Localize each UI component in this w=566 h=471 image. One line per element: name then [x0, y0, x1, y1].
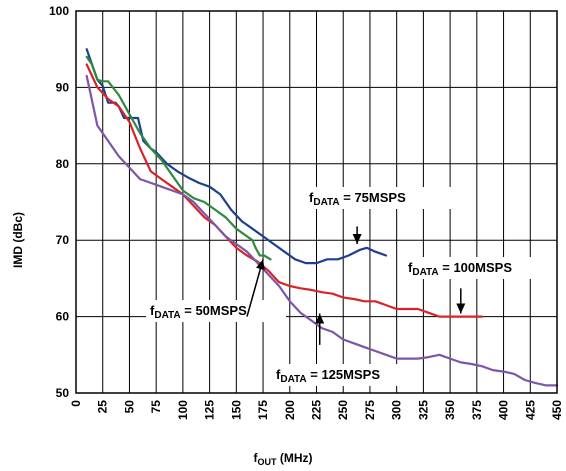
- annotation-sub: DATA: [280, 374, 306, 385]
- x-tick-label: 325: [416, 400, 430, 420]
- series-line: [85, 74, 559, 387]
- annotation-f: f: [150, 303, 155, 318]
- x-tick-labels: 0 25 50 75 100 125 150 175 200 225 250 275 300 325 350…: [69, 400, 564, 420]
- annotation-sub: DATA: [154, 310, 180, 321]
- annotation: fDATA = 100MSPS: [404, 257, 550, 314]
- x-tick-label: 375: [470, 400, 484, 420]
- y-tick-label: 90: [56, 80, 70, 94]
- annotation-sub: DATA: [313, 197, 339, 208]
- annotation-sub: DATA: [412, 267, 438, 278]
- annotation-bg: [404, 257, 550, 279]
- plot-frame: [75, 10, 558, 394]
- annotation-rest: = 50MSPS: [181, 303, 247, 318]
- y-axis-label: IMD (dBc): [11, 212, 25, 268]
- x-tick-label: 125: [203, 400, 217, 420]
- x-tick-label: 250: [336, 400, 350, 420]
- x-tick-label: 400: [497, 400, 511, 420]
- x-tick-label: 225: [310, 400, 324, 420]
- x-axis-label-main: f: [254, 451, 259, 465]
- annotation-bg: [305, 187, 461, 209]
- y-tick-label: 70: [56, 233, 70, 247]
- annotation-arrow-head: [456, 303, 466, 314]
- y-tick-label: 50: [56, 386, 70, 400]
- annotation-arrow-head: [352, 234, 362, 245]
- y-tick-label: 100: [49, 4, 69, 18]
- x-tick-label: 0: [69, 400, 83, 407]
- annotation-arrow-head: [256, 259, 265, 271]
- annotation-text: fDATA = 100MSPS: [408, 260, 512, 278]
- annotation-arrow-head: [315, 313, 325, 324]
- annotation-rest: = 75MSPS: [340, 190, 406, 205]
- series-line: [85, 55, 272, 261]
- x-tick-label: 75: [149, 400, 163, 414]
- annotation-f: f: [408, 260, 413, 275]
- annotation-text: fDATA = 75MSPS: [309, 190, 406, 208]
- annotation: fDATA = 50MSPS: [146, 259, 286, 322]
- annotation-rest: = 100MSPS: [439, 260, 513, 275]
- x-tick-label: 200: [283, 400, 297, 420]
- x-tick-label: 175: [256, 400, 270, 420]
- x-tick-label: 300: [390, 400, 404, 420]
- x-tick-label: 25: [96, 400, 110, 414]
- x-tick-label: 150: [229, 400, 243, 420]
- x-tick-label: 450: [550, 400, 564, 420]
- x-tick-label: 425: [523, 400, 537, 420]
- annotation: fDATA = 125MSPS: [272, 313, 422, 386]
- annotation-text: fDATA = 50MSPS: [150, 303, 247, 321]
- x-tick-label: 100: [176, 400, 190, 420]
- annotation-bg: [272, 364, 422, 386]
- series-line: [85, 63, 484, 318]
- x-axis-label-sub: OUT: [258, 457, 278, 467]
- annotation: fDATA = 75MSPS: [305, 187, 461, 245]
- y-tick-label: 80: [56, 157, 70, 171]
- x-axis-label-unit: (MHz): [277, 451, 313, 465]
- annotation-f: f: [309, 190, 314, 205]
- annotation-rest: = 125MSPS: [307, 367, 381, 382]
- annotation-f: f: [276, 367, 281, 382]
- x-tick-label: 275: [363, 400, 377, 420]
- annotation-text: fDATA = 125MSPS: [276, 367, 380, 385]
- x-tick-label: 50: [122, 400, 136, 414]
- x-axis-label: fOUT (MHz): [254, 451, 313, 467]
- y-tick-labels: 50 60 70 80 90 100: [49, 4, 69, 400]
- annotation-bg: [146, 300, 286, 322]
- x-tick-label: 350: [443, 400, 457, 420]
- y-tick-label: 60: [56, 310, 70, 324]
- series-lines: [85, 48, 559, 387]
